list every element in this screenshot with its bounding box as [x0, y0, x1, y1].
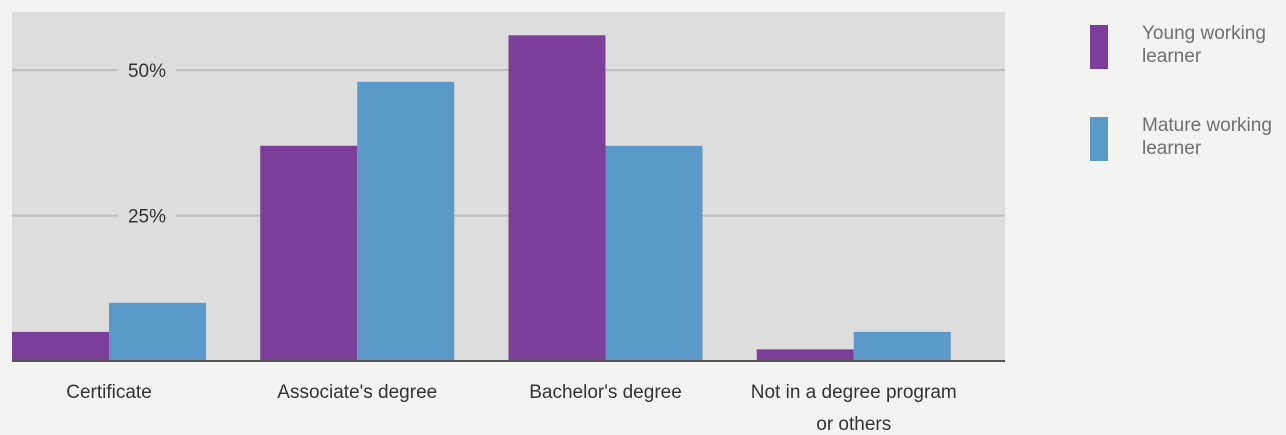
bar-young	[260, 145, 358, 361]
legend-swatch-mature	[1090, 117, 1108, 161]
legend-label-mature: Mature working learner	[1142, 114, 1272, 160]
x-category-label: Associate's degree	[277, 382, 437, 403]
bar-mature	[853, 331, 951, 361]
bar-mature	[357, 81, 455, 362]
bar-young	[12, 331, 109, 361]
legend-label-young: Young working learner	[1142, 22, 1266, 68]
bar-young	[756, 349, 854, 361]
bar-mature	[605, 145, 703, 361]
y-tick-label: 50%	[128, 61, 166, 82]
legend-label-young-line-1: Young working	[1142, 23, 1266, 44]
legend-swatch-young	[1090, 25, 1108, 69]
x-category-label: Not in a degree program	[751, 382, 957, 403]
legend-label-mature-line-1: Mature working	[1142, 115, 1272, 136]
legend: Young working learner Mature working lea…	[1090, 22, 1286, 206]
x-category-label: Bachelor's degree	[529, 382, 682, 403]
legend-item-mature: Mature working learner	[1090, 114, 1286, 164]
legend-item-young: Young working learner	[1090, 22, 1286, 72]
x-category-label: or others	[816, 414, 891, 435]
bar-mature	[109, 302, 206, 361]
x-category-label: Certificate	[66, 382, 152, 403]
bar-young	[508, 35, 606, 362]
y-tick-label: 25%	[128, 207, 166, 228]
legend-label-mature-line-2: learner	[1142, 138, 1202, 159]
legend-label-young-line-2: learner	[1142, 46, 1202, 67]
